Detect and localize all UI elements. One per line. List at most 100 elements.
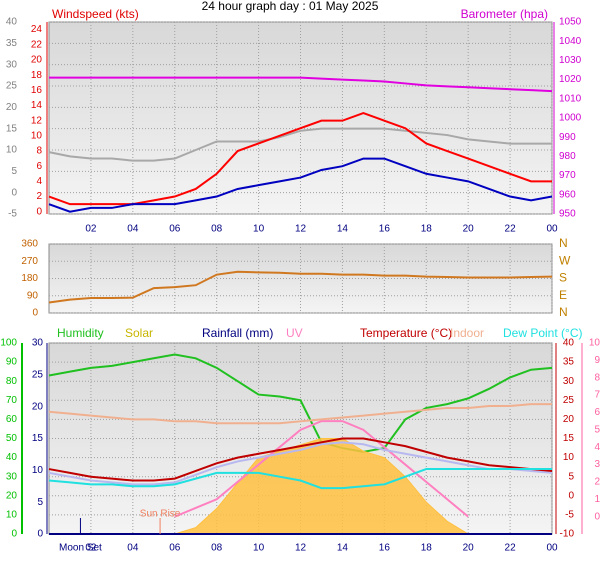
y-tick-label: 30 xyxy=(6,471,18,482)
series-line xyxy=(48,437,553,482)
y2-tick-label: 35 xyxy=(563,357,575,368)
plot-layer: 24 hour graph day : 01 May 2025 Windspeed… xyxy=(0,0,600,554)
y2-tick-label: 15 xyxy=(563,433,575,444)
legend-entry: Rainfall (mm) xyxy=(202,326,273,340)
y4-tick-label: 0 xyxy=(594,511,600,522)
x-tick-label: 04 xyxy=(127,543,139,554)
x-tick-label: 00 xyxy=(546,543,558,554)
annotation: Moon Set xyxy=(59,543,102,554)
y2-tick-label: 1040 xyxy=(559,36,582,47)
y3-tick-label: 22 xyxy=(31,39,43,50)
y3-tick-label: 20 xyxy=(31,55,43,66)
y3-tick-label: 25 xyxy=(32,369,44,380)
y3-tick-label: 2 xyxy=(36,191,42,202)
y-tick-label: 20 xyxy=(6,490,18,501)
y3-tick-label: 8 xyxy=(36,146,42,157)
y-tick-label: 35 xyxy=(6,38,18,49)
y4-tick-label: 4 xyxy=(594,442,600,453)
y3-tick-label: 5 xyxy=(37,497,43,508)
y3-tick-label: 0 xyxy=(36,206,42,217)
x-tick-label: 08 xyxy=(211,224,223,235)
x-tick-label: 12 xyxy=(295,543,307,554)
y2-tick-label: 1050 xyxy=(559,17,582,28)
y-tick-label: 40 xyxy=(6,17,18,28)
y-tick-label: 15 xyxy=(6,123,18,134)
y4-tick-label: 7 xyxy=(594,390,600,401)
series-line xyxy=(48,441,553,486)
x-tick-label: 16 xyxy=(379,543,391,554)
y-tick-label: 100 xyxy=(0,338,17,349)
series-line xyxy=(48,353,553,453)
y3-tick-label: 0 xyxy=(37,529,43,540)
y4-tick-label: 10 xyxy=(589,338,601,349)
y2-tick-label: 10 xyxy=(563,452,575,463)
y4-tick-label: 5 xyxy=(594,424,600,435)
y3-tick-label: 20 xyxy=(32,401,44,412)
y-tick-label: 0 xyxy=(11,187,17,198)
y2-tick-label: S xyxy=(559,271,567,285)
x-tick-label: 02 xyxy=(85,224,97,235)
y2-tick-label: 990 xyxy=(559,132,576,143)
y2-tick-label: 970 xyxy=(559,170,576,181)
x-tick-label: 12 xyxy=(295,224,307,235)
chart-title: 24 hour graph day : 01 May 2025 xyxy=(202,0,379,13)
y4-tick-label: 6 xyxy=(594,407,600,418)
y2-tick-label: 1000 xyxy=(559,113,582,124)
series-line xyxy=(174,420,469,518)
y2-tick-label: 5 xyxy=(568,471,574,482)
x-tick-label: 18 xyxy=(421,543,433,554)
y3-tick-label: 15 xyxy=(32,433,44,444)
x-tick-label: 04 xyxy=(127,224,139,235)
y-axis-label: Windspeed (kts) xyxy=(52,7,139,21)
y-tick-label: 25 xyxy=(6,81,18,92)
legend-entry: Indoor xyxy=(450,326,484,340)
x-tick-label: 00 xyxy=(546,224,558,235)
y3-tick-label: 30 xyxy=(32,338,44,349)
y-tick-label: 90 xyxy=(27,290,39,301)
y4-tick-label: 2 xyxy=(594,477,600,488)
y-tick-label: 80 xyxy=(6,376,18,387)
y-tick-label: 10 xyxy=(6,510,18,521)
series-line xyxy=(48,270,553,304)
legend-entry: Humidity xyxy=(57,326,104,340)
y-tick-label: -5 xyxy=(8,209,17,220)
y-tick-label: 30 xyxy=(6,59,18,70)
y2-tick-label: 1010 xyxy=(559,93,582,104)
y2-tick-label: 20 xyxy=(563,414,575,425)
y-tick-label: 70 xyxy=(6,395,18,406)
y-tick-label: 270 xyxy=(21,256,38,267)
series-line xyxy=(48,403,552,425)
y2-tick-label: 950 xyxy=(559,209,576,220)
y3-tick-label: 24 xyxy=(31,24,43,35)
y2-tick-label: W xyxy=(559,253,571,267)
x-tick-label: 20 xyxy=(463,224,475,235)
series-line xyxy=(48,127,552,162)
y-tick-label: 180 xyxy=(21,273,38,284)
y2-tick-label: 40 xyxy=(563,338,575,349)
y3-tick-label: 16 xyxy=(31,85,43,96)
x-tick-label: 06 xyxy=(169,543,181,554)
legend-entry: Dew Point (°C) xyxy=(503,326,582,340)
y2-tick-label: 0 xyxy=(568,490,574,501)
x-tick-label: 10 xyxy=(253,543,265,554)
x-tick-label: 20 xyxy=(463,543,475,554)
y3-tick-label: 14 xyxy=(31,100,43,111)
y4-tick-label: 1 xyxy=(594,494,600,505)
y2-tick-label: -5 xyxy=(565,510,574,521)
y-tick-label: 50 xyxy=(6,433,18,444)
y-tick-label: 0 xyxy=(11,529,17,540)
y3-tick-label: 10 xyxy=(32,465,44,476)
annotation: Sun Rise xyxy=(140,509,181,520)
y2-tick-label: 960 xyxy=(559,189,576,200)
y-tick-label: 60 xyxy=(6,414,18,425)
series-area xyxy=(174,438,470,535)
y3-tick-label: 10 xyxy=(31,130,43,141)
x-tick-label: 08 xyxy=(211,543,223,554)
legend-entry: Temperature (°C) xyxy=(360,326,452,340)
x-tick-label: 14 xyxy=(337,543,349,554)
y4-tick-label: 9 xyxy=(594,355,600,366)
y3-tick-label: 4 xyxy=(36,176,42,187)
y3-tick-label: 6 xyxy=(36,161,42,172)
series-line xyxy=(49,76,553,93)
